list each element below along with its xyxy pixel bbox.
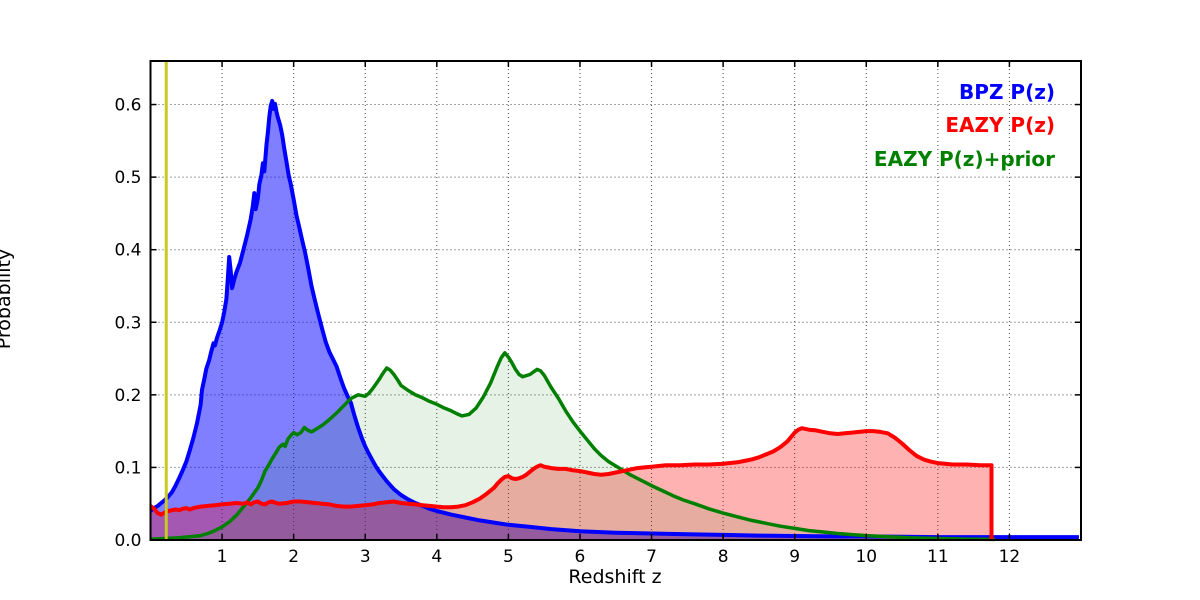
legend-item-eazy: EAZY P(z) bbox=[945, 113, 1055, 137]
x-tick-label-10: 10 bbox=[855, 547, 877, 567]
y-tick-label-0.2: 0.2 bbox=[114, 386, 141, 406]
y-tick-label-0.3: 0.3 bbox=[114, 313, 141, 333]
series-fill-0 bbox=[150, 100, 1079, 541]
x-tick-label-6: 6 bbox=[575, 547, 586, 567]
x-tick-label-3: 3 bbox=[360, 547, 371, 567]
x-tick-label-8: 8 bbox=[718, 547, 729, 567]
y-tick-label-0.1: 0.1 bbox=[114, 458, 141, 478]
y-tick-label-0.4: 0.4 bbox=[114, 241, 141, 261]
series-fill-1 bbox=[150, 428, 992, 540]
x-tick-label-4: 4 bbox=[431, 547, 442, 567]
x-tick-label-11: 11 bbox=[927, 547, 949, 567]
series-line-2 bbox=[150, 351, 996, 542]
x-tick-label-5: 5 bbox=[503, 547, 514, 567]
x-tick-label-1: 1 bbox=[217, 547, 228, 567]
series-fill-2 bbox=[150, 352, 996, 540]
x-tick-label-7: 7 bbox=[646, 547, 657, 567]
y-axis-label: Probability bbox=[0, 248, 15, 350]
series-line-1 bbox=[149, 426, 994, 540]
legend-item-bpz: BPZ P(z) bbox=[959, 80, 1055, 104]
x-tick-label-12: 12 bbox=[999, 547, 1021, 567]
x-tick-label-2: 2 bbox=[288, 547, 299, 567]
legend-item-eazy-prior: EAZY P(z)+prior bbox=[873, 147, 1055, 171]
series-line-0 bbox=[149, 98, 1079, 540]
plot-frame bbox=[149, 60, 1082, 541]
y-tick-label-0.6: 0.6 bbox=[114, 96, 141, 116]
y-tick-label-0.0: 0.0 bbox=[114, 531, 141, 551]
x-tick-label-9: 9 bbox=[789, 547, 800, 567]
x-axis-label: Redshift z bbox=[568, 566, 662, 588]
y-tick-label-0.5: 0.5 bbox=[114, 168, 141, 188]
